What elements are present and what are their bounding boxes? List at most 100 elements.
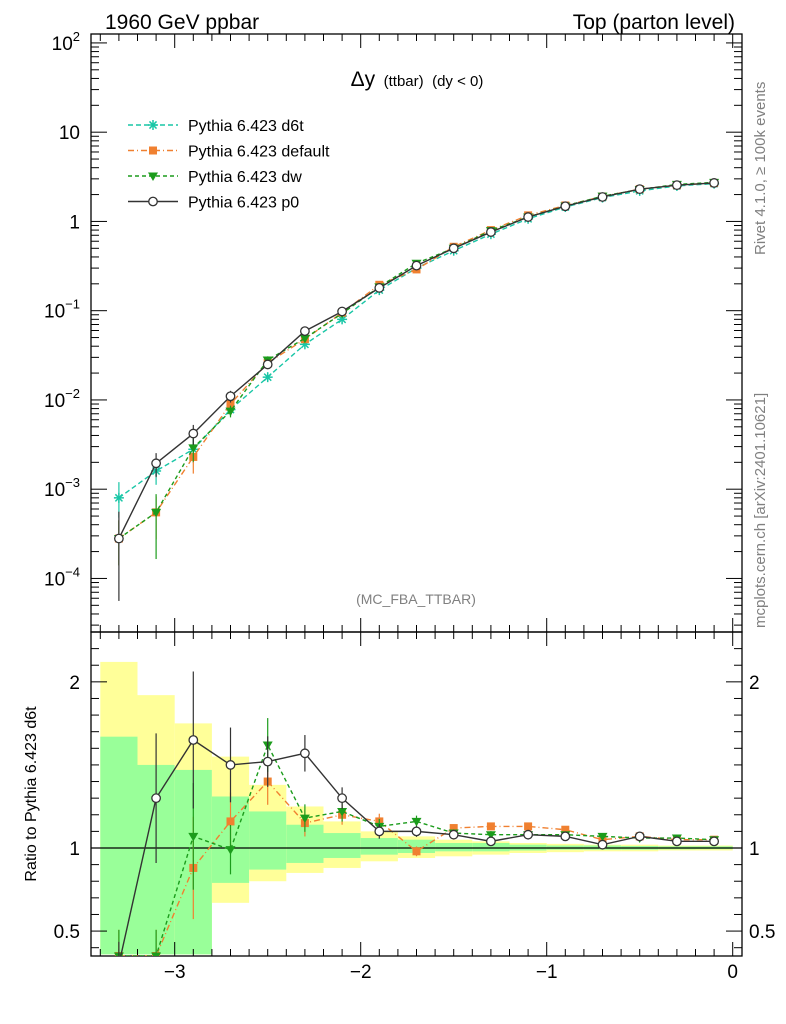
data-point-pythia-6-423-dw <box>225 407 236 417</box>
axis-ticks <box>91 34 742 956</box>
rivet-version-label: Rivet 4.1.0, ≥ 100k events <box>752 82 769 255</box>
ratio-point-pythia-6-423-p0 <box>709 836 719 847</box>
data-point-pythia-6-423-p0 <box>560 201 571 212</box>
ratio-point-pythia-6-423-dw <box>151 952 162 956</box>
data-point-pythia-6-423-d6t <box>113 492 124 503</box>
legend-label-pythia-6-423-default: Pythia 6.423 default <box>188 144 330 161</box>
y-tick-label-ratio-left: 0.5 <box>54 922 80 943</box>
legend-marker-pythia-6-423-dw <box>148 172 158 181</box>
ratio-point-pythia-6-423-default <box>524 822 533 831</box>
title-ttbar: (ttbar) <box>384 73 424 90</box>
data-point-pythia-6-423-default <box>226 400 235 409</box>
y-tick-label-ratio-right: 2 <box>749 673 760 694</box>
data-point-pythia-6-423-dw <box>151 508 162 518</box>
title-condition: (dy < 0) <box>432 73 483 90</box>
ratio-point-pythia-6-423-p0 <box>448 829 459 840</box>
plot-title: Δy (ttbar) (dy < 0) <box>351 68 484 91</box>
y-tick-label-main: 10−3 <box>44 475 80 501</box>
legend-label-pythia-6-423-p0: Pythia 6.423 p0 <box>188 195 299 212</box>
axis-tick-labels: −3 −2 −1 0 102 10 1 10−1 10−2 10−3 10−4 2 2 1 1 0.5 0.5 <box>44 29 775 983</box>
band-inner-10 <box>472 843 510 852</box>
data-point-pythia-6-423-p0 <box>225 391 236 402</box>
analysis-label: (MC_FBA_TTBAR) <box>356 591 476 607</box>
y-tick-label-ratio-right: 0.5 <box>749 922 775 943</box>
ratio-point-pythia-6-423-p0 <box>672 836 682 847</box>
ratio-line-pythia-6-423-dw <box>118 743 715 956</box>
ratio-point-pythia-6-423-default <box>226 817 235 826</box>
header-process: Top (parton level) <box>573 11 735 34</box>
data-point-pythia-6-423-p0 <box>709 178 719 188</box>
ratio-point-pythia-6-423-dw <box>188 832 199 842</box>
y-tick-label-main: 102 <box>52 29 80 55</box>
data-point-pythia-6-423-d6t <box>337 314 348 325</box>
ratio-point-pythia-6-423-default <box>412 847 421 856</box>
ratio-point-pythia-6-423-p0 <box>485 836 496 847</box>
legend-label-pythia-6-423-dw: Pythia 6.423 dw <box>188 169 302 186</box>
data-point-pythia-6-423-p0 <box>299 326 310 337</box>
ratio-point-pythia-6-423-default <box>449 824 458 833</box>
ratio-y-axis-label: Ratio to Pythia 6.423 d6t <box>23 706 40 882</box>
header-energy: 1960 GeV ppbar <box>105 11 259 34</box>
y-tick-label-main: 10−2 <box>44 386 80 412</box>
ratio-point-pythia-6-423-p0 <box>634 831 645 842</box>
data-point-pythia-6-423-p0 <box>448 243 459 254</box>
series-line-pythia-6-423-default <box>118 182 715 540</box>
data-point-pythia-6-423-p0 <box>411 260 422 271</box>
legend-marker-pythia-6-423-default <box>149 146 157 155</box>
ratio-point-pythia-6-423-dw <box>299 814 310 824</box>
y-tick-label-main: 10 <box>59 123 80 144</box>
x-tick-label: 0 <box>727 962 738 983</box>
data-point-pythia-6-423-p0 <box>151 458 162 469</box>
band-inner-4 <box>249 811 287 870</box>
ratio-point-pythia-6-423-p0 <box>188 735 199 745</box>
data-point-pythia-6-423-p0 <box>523 212 533 222</box>
series-line-pythia-6-423-p0 <box>118 182 715 539</box>
data-point-pythia-6-423-dw <box>299 334 310 344</box>
data-point-pythia-6-423-p0 <box>485 227 496 237</box>
y-tick-label-ratio-right: 1 <box>749 839 760 860</box>
ratio-point-pythia-6-423-p0 <box>151 793 162 804</box>
ratio-point-pythia-6-423-p0 <box>225 760 236 770</box>
band-inner-6 <box>323 833 361 858</box>
ratio-uncertainty-bands <box>100 661 733 955</box>
ratio-point-pythia-6-423-p0 <box>299 748 310 759</box>
data-point-pythia-6-423-p0 <box>114 533 124 544</box>
y-tick-label-main: 10−1 <box>44 297 80 323</box>
x-tick-label: −3 <box>164 962 186 983</box>
series-line-pythia-6-423-d6t <box>118 182 715 499</box>
ratio-point-pythia-6-423-dw <box>411 817 422 827</box>
ratio-point-pythia-6-423-p0 <box>523 829 533 840</box>
main-series-group <box>113 178 720 601</box>
x-tick-label: −2 <box>350 962 372 983</box>
ratio-point-pythia-6-423-p0 <box>560 831 571 842</box>
data-point-pythia-6-423-d6t <box>262 372 273 383</box>
band-inner-9 <box>435 843 473 852</box>
legend: Pythia 6.423 d6t Pythia 6.423 default Pyth… <box>128 118 330 212</box>
band-inner-7 <box>360 838 398 855</box>
ratio-point-pythia-6-423-default <box>486 822 495 831</box>
data-point-pythia-6-423-p0 <box>262 359 273 370</box>
band-inner-8 <box>397 839 436 853</box>
ratio-point-pythia-6-423-dw <box>337 807 348 817</box>
title-delta-y: Δy <box>351 68 376 91</box>
y-tick-label-ratio-left: 1 <box>69 839 80 860</box>
ratio-point-pythia-6-423-default <box>561 825 570 834</box>
data-point-pythia-6-423-p0 <box>672 180 682 191</box>
legend-marker-pythia-6-423-d6t <box>148 120 158 130</box>
y-tick-label-ratio-left: 2 <box>69 673 80 694</box>
ratio-line-pythia-6-423-default <box>118 780 715 956</box>
legend-label-pythia-6-423-d6t: Pythia 6.423 d6t <box>188 118 304 135</box>
ratio-point-pythia-6-423-p0 <box>337 793 348 804</box>
ratio-point-pythia-6-423-dw <box>597 832 608 842</box>
data-point-pythia-6-423-p0 <box>337 306 348 317</box>
data-point-pythia-6-423-p0 <box>374 283 385 293</box>
ratio-point-pythia-6-423-p0 <box>411 826 422 837</box>
ratio-point-pythia-6-423-dw <box>225 846 236 855</box>
ratio-point-pythia-6-423-p0 <box>115 960 124 969</box>
mcplots-label: mcplots.cern.ch [arXiv:2401.10621] <box>752 393 769 628</box>
data-point-pythia-6-423-p0 <box>597 192 608 202</box>
ratio-series-group <box>113 671 720 969</box>
legend-marker-pythia-6-423-p0 <box>148 196 158 207</box>
ratio-point-pythia-6-423-p0 <box>262 756 273 767</box>
